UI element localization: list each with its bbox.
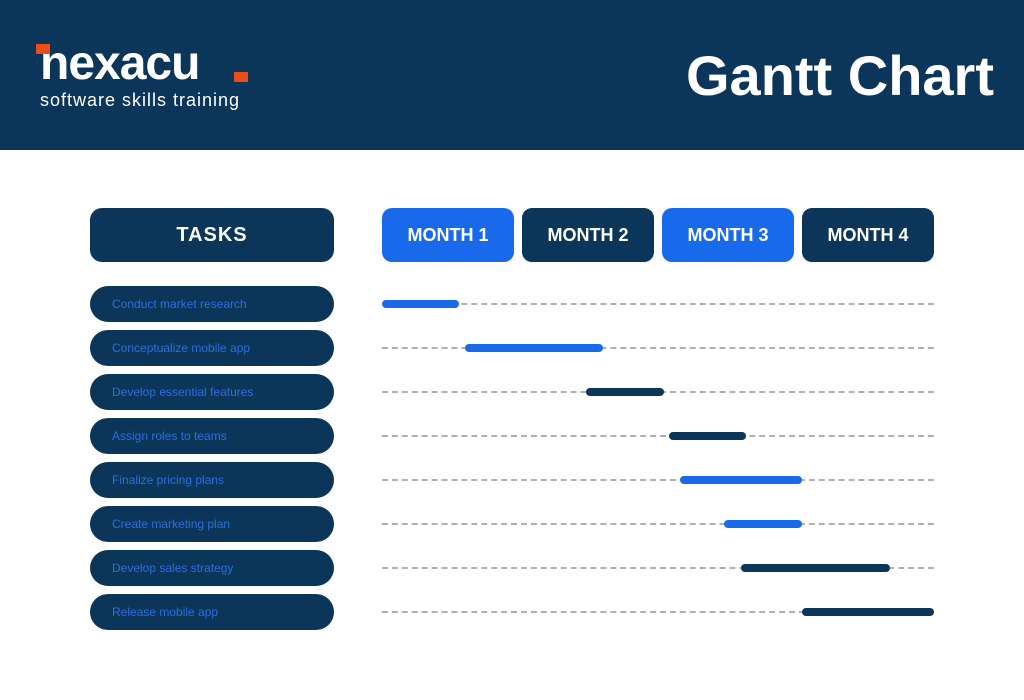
gantt-row: Release mobile app [90, 594, 934, 630]
logo-brand: nexacu [40, 40, 240, 88]
task-label: Develop essential features [112, 385, 253, 399]
logo-accent-right-icon [234, 72, 248, 82]
gantt-row: Conduct market research [90, 286, 934, 322]
task-pill: Finalize pricing plans [90, 462, 334, 498]
month-label: MONTH 4 [828, 225, 909, 246]
gantt-row: Develop sales strategy [90, 550, 934, 586]
logo: nexacu software skills training [40, 40, 240, 111]
timeline-guide [382, 435, 934, 437]
timeline-guide [382, 303, 934, 305]
gantt-bar [724, 520, 801, 528]
task-label: Create marketing plan [112, 517, 230, 531]
logo-tagline: software skills training [40, 90, 240, 111]
gantt-row: Assign roles to teams [90, 418, 934, 454]
months-row: MONTH 1 MONTH 2 MONTH 3 MONTH 4 [382, 208, 934, 262]
task-pill: Develop essential features [90, 374, 334, 410]
month-header-1: MONTH 1 [382, 208, 514, 262]
task-pill: Release mobile app [90, 594, 334, 630]
timeline [382, 286, 934, 322]
tasks-header: TASKS [90, 208, 334, 262]
gantt-bar [465, 344, 603, 352]
task-pill: Develop sales strategy [90, 550, 334, 586]
task-pill: Conceptualize mobile app [90, 330, 334, 366]
gantt-row: Create marketing plan [90, 506, 934, 542]
gantt-bar [382, 300, 459, 308]
month-header-4: MONTH 4 [802, 208, 934, 262]
task-pill: Assign roles to teams [90, 418, 334, 454]
gantt-row: Conceptualize mobile app [90, 330, 934, 366]
month-label: MONTH 3 [688, 225, 769, 246]
timeline [382, 506, 934, 542]
header: nexacu software skills training Gantt Ch… [0, 0, 1024, 150]
timeline [382, 462, 934, 498]
month-label: MONTH 2 [548, 225, 629, 246]
page-title: Gantt Chart [686, 43, 994, 108]
content: TASKS MONTH 1 MONTH 2 MONTH 3 MONTH 4 Condu… [0, 150, 1024, 630]
timeline [382, 374, 934, 410]
gantt-bar [680, 476, 801, 484]
gantt-bar [586, 388, 663, 396]
month-label: MONTH 1 [408, 225, 489, 246]
header-row: TASKS MONTH 1 MONTH 2 MONTH 3 MONTH 4 [90, 208, 934, 262]
month-header-3: MONTH 3 [662, 208, 794, 262]
task-label: Release mobile app [112, 605, 218, 619]
gantt-row: Finalize pricing plans [90, 462, 934, 498]
gantt-bar [669, 432, 746, 440]
task-label: Conceptualize mobile app [112, 341, 250, 355]
gantt-row: Develop essential features [90, 374, 934, 410]
timeline-guide [382, 479, 934, 481]
month-header-2: MONTH 2 [522, 208, 654, 262]
timeline-guide [382, 523, 934, 525]
task-pill: Conduct market research [90, 286, 334, 322]
timeline [382, 594, 934, 630]
gantt-bar [802, 608, 934, 616]
task-label: Finalize pricing plans [112, 473, 224, 487]
logo-accent-left-icon [36, 44, 50, 54]
gantt-rows: Conduct market research Conceptualize mob… [90, 286, 934, 630]
timeline [382, 550, 934, 586]
task-pill: Create marketing plan [90, 506, 334, 542]
timeline [382, 418, 934, 454]
task-label: Assign roles to teams [112, 429, 227, 443]
logo-text: nexacu [40, 37, 199, 90]
gantt-bar [741, 564, 890, 572]
task-label: Conduct market research [112, 297, 247, 311]
task-label: Develop sales strategy [112, 561, 233, 575]
timeline [382, 330, 934, 366]
